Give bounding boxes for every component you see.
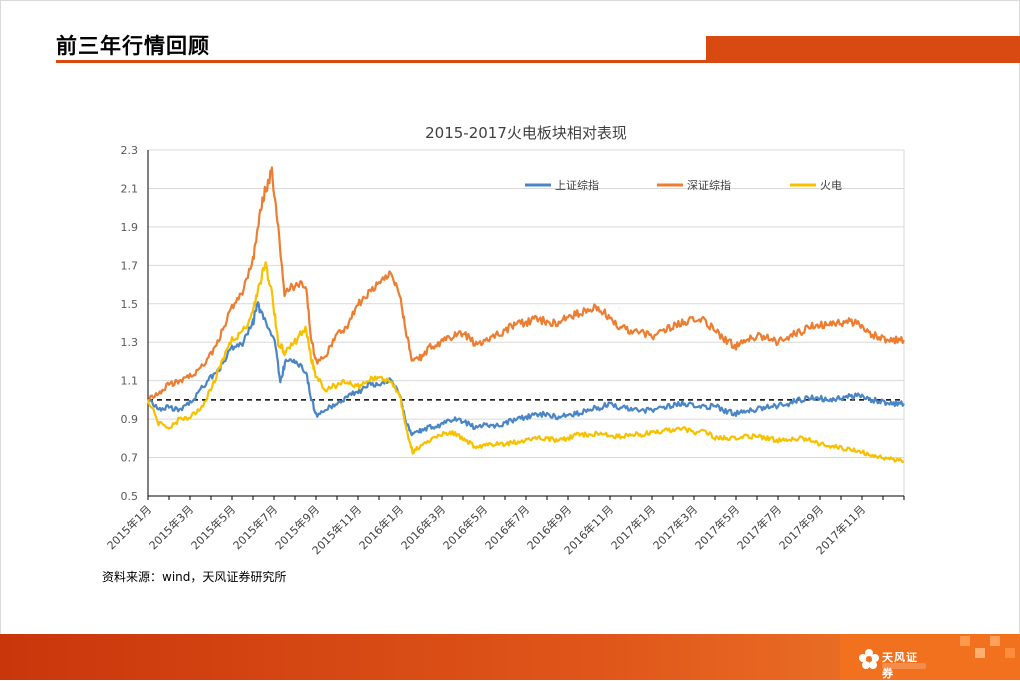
x-tick-label: 2016年5月 [440, 502, 490, 552]
footer-deco-square [1005, 648, 1015, 658]
page-title: 前三年行情回顾 [56, 34, 210, 58]
series-line [147, 301, 905, 437]
x-tick-label: 2017年3月 [650, 502, 700, 552]
title-underline [56, 60, 706, 63]
x-tick-label: 2017年1月 [608, 502, 658, 552]
y-tick-label: 1.1 [121, 375, 139, 388]
x-tick-label: 2015年3月 [146, 502, 196, 552]
flower-logo-icon [859, 649, 879, 669]
footer-deco-square [975, 648, 985, 658]
series-lines [146, 166, 905, 464]
y-tick-label: 2.1 [121, 182, 139, 195]
y-tick-label: 0.7 [121, 452, 139, 465]
x-tick-label: 2015年5月 [188, 502, 238, 552]
y-tick-label: 2.3 [121, 144, 139, 157]
legend: 上证综指 深证综指 火电 [525, 178, 842, 192]
legend-label: 上证综指 [555, 178, 599, 192]
y-tick-label: 1.5 [121, 298, 139, 311]
legend-label: 火电 [820, 179, 842, 192]
footer-deco-square [960, 636, 970, 646]
y-tick-label: 1.7 [121, 259, 139, 272]
x-tick-label: 2017年7月 [734, 502, 784, 552]
x-tick-label: 2017年5月 [692, 502, 742, 552]
brand-name: 天风证券 [882, 651, 918, 680]
x-tick-label: 2016年7月 [482, 502, 532, 552]
legend-label: 深证综指 [687, 178, 731, 192]
x-tick-label: 2015年7月 [230, 502, 280, 552]
footer-deco-square [990, 636, 1000, 646]
chart-title: 2015-2017火电板块相对表现 [425, 124, 627, 142]
title-accent-bar [706, 36, 1020, 63]
line-chart: 2015-2017火电板块相对表现 0.5 0.7 0.9 1.1 1.3 1.5 1.7 1… [104, 124, 905, 557]
y-axis: 0.5 0.7 0.9 1.1 1.3 1.5 1.7 1.9 2.1 2.3 [121, 144, 149, 503]
x-axis: 2015年1月2015年3月2015年5月2015年7月2015年9月2015年… [104, 495, 905, 557]
y-tick-label: 1.9 [121, 221, 139, 234]
y-tick-label: 0.5 [121, 490, 139, 503]
brand-logo: 天风证券 [858, 648, 928, 680]
y-tick-label: 0.9 [121, 413, 139, 426]
series-line [147, 166, 905, 402]
brand-tagline [882, 663, 926, 669]
series-line [146, 261, 905, 464]
x-tick-label: 2015年1月 [104, 502, 154, 552]
source-note: 资料来源：wind，天风证券研究所 [102, 570, 287, 584]
x-tick-label: 2016年3月 [398, 502, 448, 552]
x-tick-label: 2016年1月 [356, 502, 406, 552]
y-tick-label: 1.3 [121, 336, 139, 349]
